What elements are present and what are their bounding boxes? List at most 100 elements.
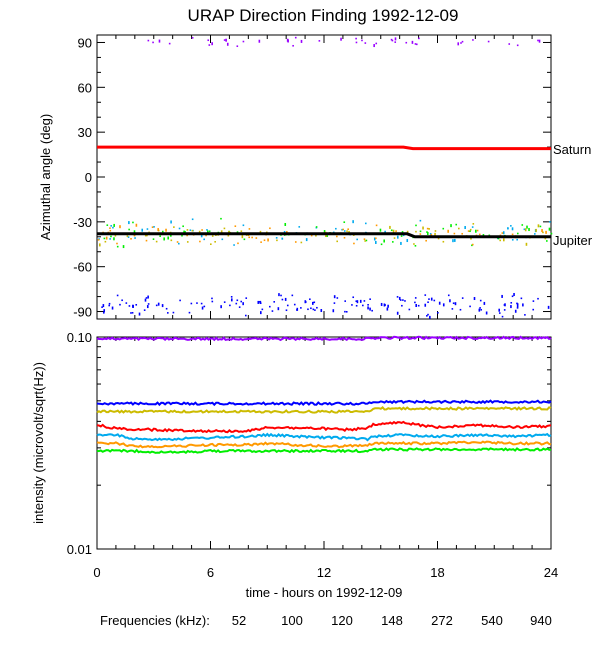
scatter-point-540 xyxy=(229,304,231,307)
scatter-point-100 xyxy=(267,238,269,242)
scatter-point-120 xyxy=(393,237,396,239)
scatter-point-540 xyxy=(514,309,517,313)
scatter-point-940 xyxy=(394,41,397,43)
scatter-point-940 xyxy=(300,39,303,43)
scatter-point-148 xyxy=(392,241,394,243)
scatter-point-120 xyxy=(422,226,424,230)
scatter-point-540 xyxy=(116,294,119,297)
intensity-line-120 xyxy=(96,406,552,414)
scatter-point-540 xyxy=(510,302,513,304)
scatter-point-540 xyxy=(320,309,323,313)
scatter-point-100 xyxy=(205,234,207,237)
x-tick-label: 18 xyxy=(430,565,444,580)
scatter-point-940 xyxy=(207,39,210,42)
scatter-point-540 xyxy=(281,298,284,301)
scatter-point-540 xyxy=(547,305,550,309)
series-line-saturn xyxy=(97,145,551,151)
scatter-point-272 xyxy=(98,238,100,240)
legend-item-940: 940 xyxy=(530,613,552,628)
frequency-legend: Frequencies (kHz): 52 100 120 148 272 54… xyxy=(100,613,552,628)
scatter-point-540 xyxy=(119,303,121,306)
scatter-point-540 xyxy=(359,299,362,303)
scatter-point-120 xyxy=(542,231,544,234)
scatter-point-540 xyxy=(103,309,106,313)
scatter-point-120 xyxy=(276,239,278,242)
x-tick-label: 24 xyxy=(544,565,558,580)
scatter-point-940 xyxy=(236,45,239,48)
scatter-point-540 xyxy=(473,297,476,301)
scatter-point-540 xyxy=(312,308,315,311)
scatter-point-148 xyxy=(113,237,115,241)
scatter-point-272 xyxy=(452,239,454,243)
legend-item-148: 148 xyxy=(381,613,403,628)
scatter-point-120 xyxy=(241,235,244,239)
scatter-point-100 xyxy=(375,224,378,227)
scatter-point-148 xyxy=(152,238,155,240)
scatter-point-148 xyxy=(390,229,393,232)
top-y-tick-label: -90 xyxy=(73,305,92,320)
scatter-point-120 xyxy=(434,230,437,232)
scatter-point-100 xyxy=(286,231,288,233)
scatter-point-940 xyxy=(211,42,213,46)
top-y-axis-label: Azimuthal angle (deg) xyxy=(38,114,53,240)
scatter-point-540 xyxy=(501,315,504,318)
scatter-point-100 xyxy=(248,236,250,239)
scatter-point-100 xyxy=(176,241,179,243)
scatter-point-148 xyxy=(236,231,239,233)
scatter-point-100 xyxy=(260,241,262,243)
scatter-point-540 xyxy=(408,308,411,311)
scatter-point-540 xyxy=(355,300,358,303)
scatter-point-272 xyxy=(516,238,518,241)
scatter-point-100 xyxy=(130,238,132,240)
scatter-point-120 xyxy=(389,225,391,229)
scatter-point-148 xyxy=(110,235,112,238)
scatter-point-540 xyxy=(333,295,336,299)
scatter-point-540 xyxy=(387,304,389,308)
scatter-point-940 xyxy=(226,42,229,46)
scatter-point-100 xyxy=(237,242,239,245)
scatter-point-148 xyxy=(159,235,161,237)
scatter-point-100 xyxy=(116,242,118,245)
scatter-point-540 xyxy=(307,308,309,311)
scatter-point-272 xyxy=(523,228,526,231)
scatter-point-940 xyxy=(147,39,150,42)
top-y-tick-label: 90 xyxy=(78,35,92,50)
scatter-point-100 xyxy=(97,239,100,241)
scatter-point-540 xyxy=(401,304,403,307)
scatter-point-148 xyxy=(122,245,125,249)
scatter-point-120 xyxy=(210,243,212,246)
scatter-point-540 xyxy=(284,297,287,301)
scatter-point-540 xyxy=(130,312,132,314)
x-axis-label: time - hours on 1992-12-09 xyxy=(246,585,403,600)
scatter-point-540 xyxy=(145,297,148,299)
scatter-point-120 xyxy=(499,239,501,242)
scatter-point-272 xyxy=(141,228,144,232)
scatter-point-540 xyxy=(352,296,355,299)
scatter-point-540 xyxy=(398,296,401,300)
scatter-point-540 xyxy=(128,305,131,307)
scatter-point-272 xyxy=(511,227,514,231)
scatter-point-540 xyxy=(449,299,451,303)
scatter-point-100 xyxy=(165,228,167,232)
scatter-point-272 xyxy=(549,221,551,223)
scatter-point-120 xyxy=(104,240,107,243)
scatter-point-120 xyxy=(126,235,129,237)
scatter-point-272 xyxy=(112,226,114,229)
scatter-point-120 xyxy=(392,229,395,233)
scatter-point-120 xyxy=(434,232,436,236)
scatter-point-540 xyxy=(511,295,514,298)
scatter-point-272 xyxy=(341,228,343,231)
scatter-point-272 xyxy=(128,221,130,225)
scatter-point-540 xyxy=(478,308,481,312)
scatter-point-148 xyxy=(315,226,318,228)
scatter-point-540 xyxy=(344,300,347,302)
scatter-point-540 xyxy=(371,309,373,312)
scatter-point-540 xyxy=(503,304,506,306)
scatter-point-540 xyxy=(305,301,307,303)
scatter-point-540 xyxy=(236,299,239,302)
scatter-point-100 xyxy=(395,230,397,232)
scatter-point-540 xyxy=(396,296,399,298)
scatter-point-272 xyxy=(233,244,235,246)
scatter-point-120 xyxy=(524,228,527,232)
scatter-point-148 xyxy=(284,222,287,226)
